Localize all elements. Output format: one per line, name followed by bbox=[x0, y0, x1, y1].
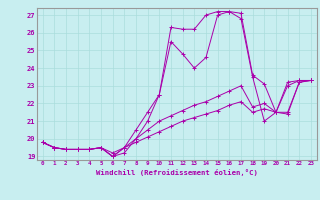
X-axis label: Windchill (Refroidissement éolien,°C): Windchill (Refroidissement éolien,°C) bbox=[96, 169, 258, 176]
